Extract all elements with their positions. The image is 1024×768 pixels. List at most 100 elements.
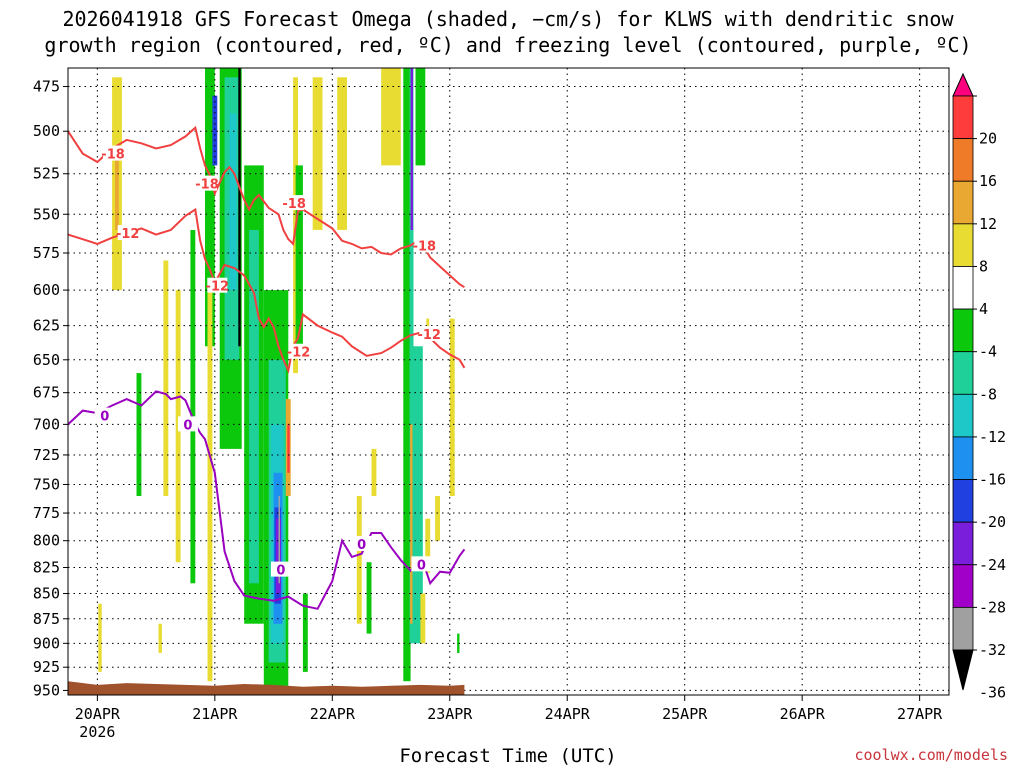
y-tick-label: 850 [33, 585, 60, 603]
y-tick-label: 700 [33, 415, 60, 433]
contour-label-bg [117, 225, 138, 241]
colorbar-bin [952, 606, 974, 651]
omega-region [420, 593, 426, 644]
contour-label-bg [284, 195, 305, 211]
omega-region [115, 157, 119, 230]
omega-region [212, 95, 218, 166]
x-tick-sublabel: 2026 [79, 723, 115, 741]
contour-label: -18 [413, 239, 437, 254]
omega-region [409, 68, 414, 644]
y-tick-label: 900 [33, 634, 60, 652]
x-tick-label: 24APR [545, 705, 591, 723]
y-tick-label: 650 [33, 351, 60, 369]
contour-label: 0 [183, 418, 192, 433]
x-tick-label: 23APR [427, 705, 473, 723]
y-tick-label: 800 [33, 532, 60, 550]
colorbar-bin [952, 564, 974, 608]
colorbar-label: -36 [979, 684, 1006, 702]
contour-line [68, 207, 466, 374]
x-tick-label: 26APR [780, 705, 826, 723]
y-tick-label: 825 [33, 559, 60, 577]
y-tick-label: 475 [33, 78, 60, 96]
omega-region [356, 496, 362, 624]
contour-label-bg [411, 556, 432, 572]
contour-label-bg [103, 145, 124, 161]
omega-region [366, 562, 372, 634]
colorbar-label: -24 [979, 556, 1006, 574]
y-tick-label: 500 [33, 122, 60, 140]
colorbar-label: -8 [979, 385, 997, 403]
colorbar-top-arrow [952, 72, 974, 97]
colorbar-bin [952, 266, 974, 310]
contour-label: 0 [276, 564, 285, 579]
contour-label-bg [197, 175, 218, 191]
contour-label-bg [351, 535, 372, 551]
contour-label: -12 [116, 227, 140, 242]
contour-label: -12 [287, 346, 311, 361]
colorbar-bottom-arrow [952, 649, 974, 691]
colorbar-label: 20 [979, 130, 997, 148]
contours: -18 -18 -18 -18 -12 -12 -12 -12 0 0 0 0 0 [68, 125, 466, 610]
colorbar-label: -28 [979, 598, 1006, 616]
y-tick-label: 550 [33, 205, 60, 223]
colorbar-bin [952, 479, 974, 523]
y-tick-label: 600 [33, 281, 60, 299]
y-axis: 475 500 525 550 575 600 625 650 675 700 725 750 775 8… [33, 78, 68, 699]
colorbar-label: 4 [979, 300, 988, 318]
colorbar-bin [952, 521, 974, 566]
omega-region [415, 68, 426, 166]
colorbar-label: 8 [979, 257, 988, 275]
plot-background [68, 68, 949, 695]
contour-label: -12 [417, 328, 441, 343]
omega-region [136, 373, 142, 496]
chart-title-line1: 2026041918 GFS Forecast Omega (shaded, −… [62, 7, 954, 31]
colorbar-label: -16 [979, 471, 1006, 489]
omega-region [337, 77, 347, 230]
colorbar-label: -12 [979, 428, 1006, 446]
y-tick-label: 750 [33, 475, 60, 493]
colorbar-bin [952, 138, 974, 182]
omega-region [207, 290, 213, 682]
contour-label-bg [177, 416, 198, 432]
omega-region [413, 346, 423, 644]
y-tick-label: 575 [33, 244, 60, 262]
colorbar-bin [952, 180, 974, 225]
colorbar-bin [952, 308, 974, 353]
omega-region [410, 68, 413, 230]
contour-label-bg [419, 325, 440, 341]
contour-label-bg [207, 277, 228, 293]
y-tick-label: 625 [33, 317, 60, 335]
colorbar-bin [952, 436, 974, 480]
contour-line [68, 125, 465, 289]
omega-region [410, 424, 413, 624]
colorbar-label: 16 [979, 172, 997, 190]
omega-region [381, 68, 401, 166]
x-axis-label: Forecast Time (UTC) [399, 745, 616, 767]
omega-region [312, 77, 323, 230]
y-tick-label: 950 [33, 681, 60, 699]
contour-label-bg [288, 343, 309, 359]
contour-label: -18 [195, 178, 219, 193]
contour-label: -18 [282, 197, 306, 212]
contour-label: 0 [100, 410, 109, 425]
omega-region [278, 496, 280, 584]
credit-link[interactable]: coolwx.com/models [854, 746, 1008, 764]
contour-label-bg [94, 407, 115, 423]
plot-area: -18 -18 -18 -18 -12 -12 -12 -12 0 0 0 0 0 [68, 68, 949, 695]
x-tick-label: 27APR [897, 705, 943, 723]
colorbar-bin [952, 351, 974, 395]
x-tick-label: 25APR [662, 705, 708, 723]
terrain [68, 681, 465, 695]
colorbar-label: 12 [979, 215, 997, 233]
omega-region [295, 165, 303, 347]
grid-lines [68, 68, 949, 695]
omega-region [403, 68, 411, 682]
terrain-fill [68, 681, 465, 695]
omega-shading [98, 68, 460, 686]
x-tick-label: 22APR [310, 705, 356, 723]
omega-region [190, 230, 196, 584]
colorbar-bin [952, 223, 974, 267]
colorbar-label: -32 [979, 641, 1006, 659]
omega-region [229, 113, 237, 290]
